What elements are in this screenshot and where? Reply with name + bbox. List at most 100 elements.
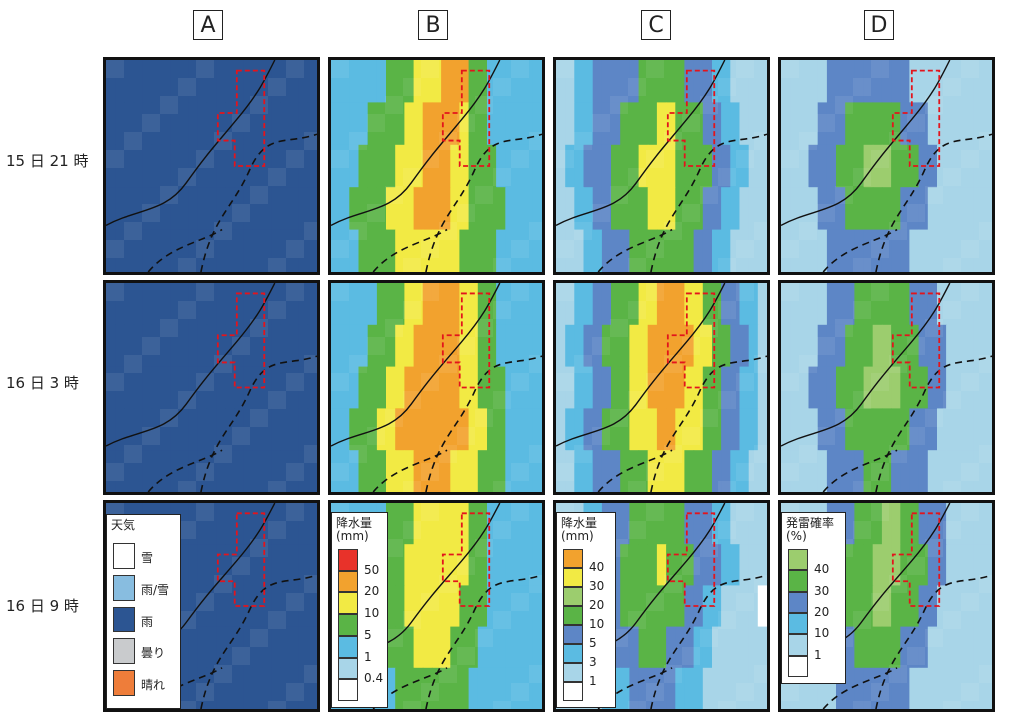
map-cell bbox=[629, 626, 640, 669]
map-cell bbox=[413, 324, 424, 368]
map-cell bbox=[638, 408, 649, 451]
map-tile bbox=[853, 258, 871, 272]
map-cell bbox=[574, 144, 585, 188]
legend-label: 1 bbox=[364, 649, 372, 664]
map-cell bbox=[216, 102, 226, 146]
map-cell bbox=[937, 229, 947, 272]
map-cell bbox=[106, 408, 116, 451]
map-cell bbox=[748, 144, 759, 188]
legend-label: 1 bbox=[589, 674, 597, 688]
map-tile bbox=[718, 481, 736, 492]
map-cell bbox=[684, 626, 695, 669]
map-cell bbox=[367, 450, 378, 492]
map-cell bbox=[523, 283, 534, 326]
map-tile bbox=[871, 283, 889, 301]
map-tile bbox=[232, 647, 250, 665]
map-cell bbox=[909, 102, 920, 146]
map-cell bbox=[712, 544, 722, 586]
map-cell bbox=[808, 366, 819, 409]
map-panel-b-1 bbox=[328, 57, 545, 275]
map-cell bbox=[900, 102, 911, 146]
map-cell bbox=[863, 585, 874, 628]
map-cell bbox=[937, 366, 947, 409]
map-cell bbox=[900, 229, 911, 272]
map-cell bbox=[386, 102, 396, 146]
legend-swatch bbox=[113, 606, 135, 633]
map-cell bbox=[151, 187, 162, 231]
map-cell bbox=[836, 102, 846, 146]
map-tile bbox=[646, 593, 664, 611]
map-cell bbox=[675, 283, 686, 326]
map-cell bbox=[656, 187, 667, 231]
map-cell bbox=[523, 60, 534, 103]
map-cell bbox=[206, 60, 217, 103]
map-cell bbox=[514, 450, 525, 492]
map-cell bbox=[151, 102, 162, 146]
map-cell bbox=[523, 102, 534, 146]
map-cell bbox=[927, 544, 938, 586]
map-cell bbox=[115, 366, 125, 409]
map-cell bbox=[712, 626, 722, 669]
legend-title: 天気 bbox=[111, 518, 136, 532]
map-cell bbox=[611, 450, 621, 492]
map-cell bbox=[441, 450, 451, 492]
map-cell bbox=[280, 144, 291, 188]
map-cell bbox=[331, 450, 341, 492]
legend-label: 20 bbox=[589, 598, 605, 612]
map-tile bbox=[124, 445, 142, 463]
map-cell bbox=[197, 144, 208, 188]
map-cell bbox=[161, 366, 171, 409]
map-cell bbox=[505, 544, 516, 586]
map-cell bbox=[565, 450, 575, 492]
map-tile bbox=[286, 503, 304, 521]
map-cell bbox=[349, 450, 360, 492]
map-tile bbox=[871, 593, 889, 611]
map-cell bbox=[757, 324, 767, 368]
map-cell bbox=[225, 544, 236, 586]
map-cell bbox=[514, 408, 525, 451]
map-cell bbox=[523, 366, 534, 409]
map-cell bbox=[781, 229, 791, 272]
map-tile bbox=[781, 60, 799, 78]
map-panel-c-2 bbox=[553, 280, 770, 495]
map-tile bbox=[232, 204, 250, 222]
map-cell bbox=[946, 544, 956, 586]
prefecture-border bbox=[822, 228, 898, 272]
map-cell bbox=[647, 187, 658, 231]
map-cell bbox=[757, 408, 767, 451]
map-tile bbox=[403, 481, 421, 492]
map-cell bbox=[592, 324, 603, 368]
map-cell bbox=[881, 585, 892, 628]
map-cell bbox=[280, 544, 291, 586]
map-cell bbox=[583, 187, 594, 231]
map-cell bbox=[289, 144, 300, 188]
map-cell bbox=[179, 366, 190, 409]
map-cell bbox=[918, 102, 929, 146]
prefecture-border bbox=[822, 449, 898, 492]
map-cell bbox=[124, 102, 135, 146]
map-cell bbox=[721, 324, 731, 368]
map-cell bbox=[142, 144, 153, 188]
map-cell bbox=[693, 283, 704, 326]
map-cell bbox=[395, 503, 405, 545]
map-tile bbox=[196, 283, 214, 301]
map-cell bbox=[179, 229, 190, 272]
map-cell bbox=[487, 544, 497, 586]
map-cell bbox=[133, 366, 144, 409]
map-cell bbox=[918, 408, 929, 451]
map-tile bbox=[853, 701, 871, 709]
map-cell bbox=[748, 503, 759, 545]
map-cell bbox=[395, 408, 405, 451]
map-cell bbox=[909, 450, 920, 492]
map-cell bbox=[179, 667, 190, 709]
map-cell bbox=[307, 187, 317, 231]
map-tile bbox=[439, 445, 457, 463]
map-cell bbox=[909, 408, 920, 451]
map-cell bbox=[431, 102, 442, 146]
map-cell bbox=[413, 187, 424, 231]
map-cell bbox=[675, 408, 686, 451]
map-cell bbox=[340, 102, 350, 146]
map-cell bbox=[225, 283, 236, 326]
map-cell bbox=[937, 283, 947, 326]
map-cell bbox=[170, 450, 180, 492]
